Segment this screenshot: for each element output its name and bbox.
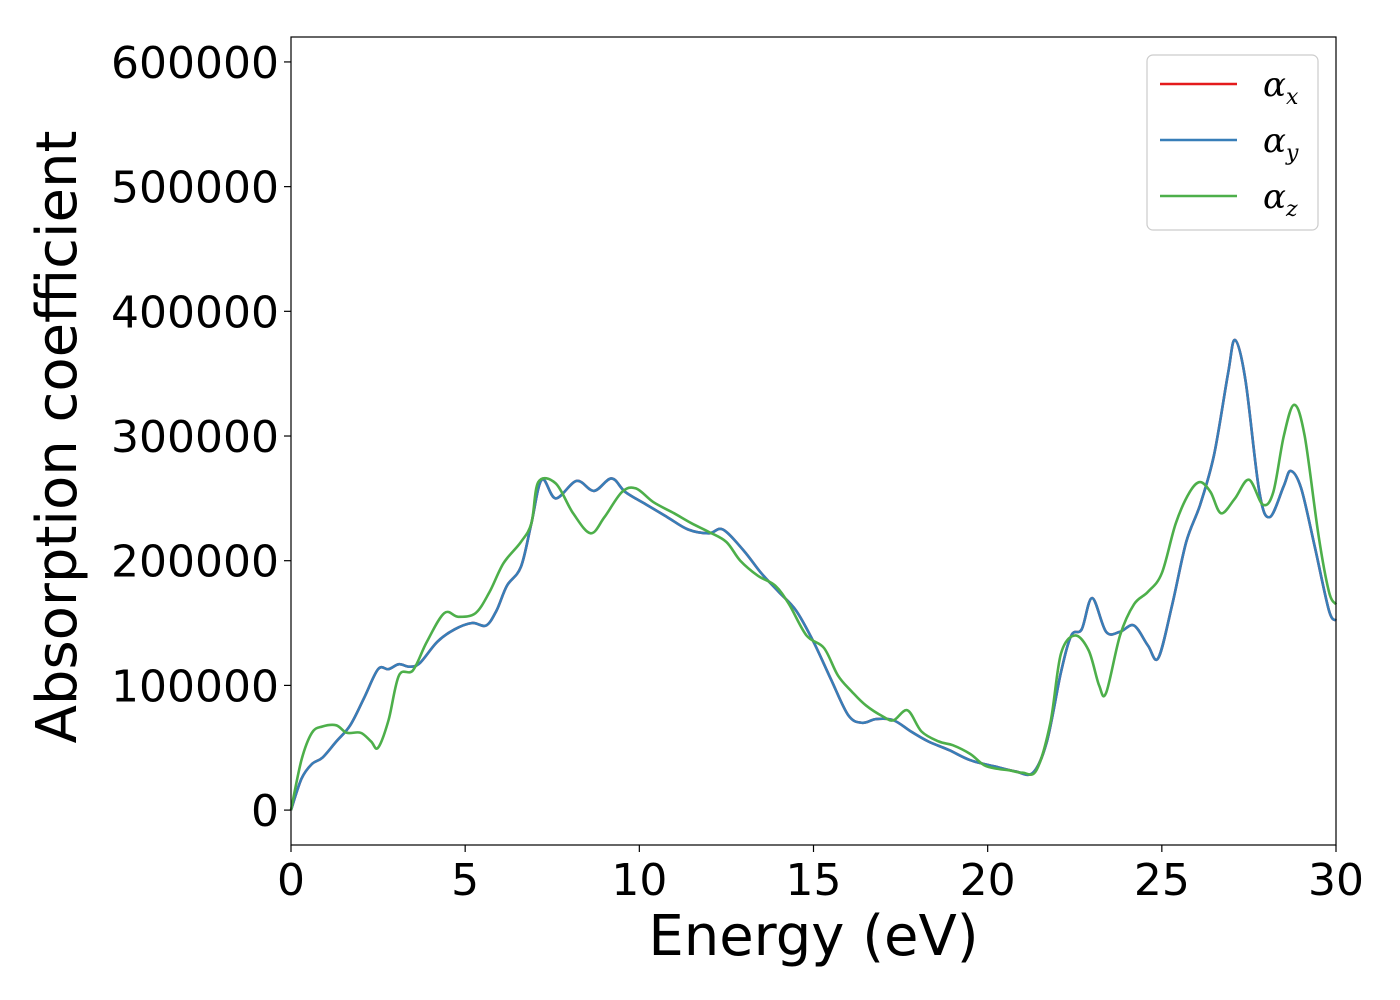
x-axis-label: Energy (eV)	[648, 904, 978, 969]
x-tick-label: 30	[1308, 855, 1364, 906]
legend-entry-z: αz	[1263, 177, 1298, 222]
legend-box	[1146, 54, 1319, 231]
y-axis-ticks: 0 100000 200000 300000 400000 500000 600000	[111, 38, 291, 837]
y-axis-label: Absorption coefficient	[25, 131, 90, 744]
y-tick-label: 400000	[111, 287, 279, 338]
x-tick-label: 25	[1134, 855, 1190, 906]
series-line-z	[289, 403, 1338, 811]
legend-entry-y: αy	[1263, 121, 1299, 166]
y-tick-label: 500000	[111, 163, 279, 214]
y-tick-label: 300000	[111, 412, 279, 463]
x-tick-label: 5	[451, 855, 479, 906]
legend: αx αy αz	[1146, 54, 1319, 231]
y-tick-label: 200000	[111, 537, 279, 588]
x-tick-label: 20	[960, 855, 1016, 906]
y-tick-label: 600000	[111, 38, 279, 89]
series-line-y	[289, 338, 1338, 811]
legend-entry-x: αx	[1263, 65, 1299, 110]
x-tick-label: 0	[277, 855, 305, 906]
x-tick-label: 10	[611, 855, 667, 906]
series-layer	[289, 338, 1338, 811]
y-tick-label: 0	[251, 786, 279, 837]
y-tick-label: 100000	[111, 661, 279, 712]
x-axis-ticks: 0 5 10 15 20 25 30	[277, 845, 1364, 906]
x-tick-label: 15	[786, 855, 842, 906]
